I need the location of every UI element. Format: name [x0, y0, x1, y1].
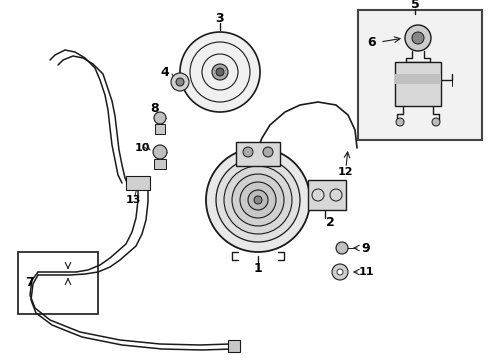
Circle shape	[253, 196, 262, 204]
Circle shape	[224, 166, 291, 234]
Text: 8: 8	[150, 102, 159, 114]
Circle shape	[411, 32, 423, 44]
Bar	[126, 176, 150, 190]
Text: 7: 7	[25, 276, 34, 289]
Circle shape	[205, 148, 309, 252]
Circle shape	[176, 78, 183, 86]
Circle shape	[404, 25, 430, 51]
Bar	[357, 10, 481, 140]
Text: 13: 13	[125, 195, 141, 205]
Text: 9: 9	[361, 242, 369, 255]
Circle shape	[231, 174, 284, 226]
Circle shape	[263, 147, 272, 157]
Text: 2: 2	[325, 216, 334, 229]
Text: 10: 10	[134, 143, 149, 153]
Bar	[18, 252, 98, 314]
Circle shape	[243, 147, 252, 157]
Text: 3: 3	[215, 12, 224, 24]
Bar	[394, 74, 440, 84]
Text: 6: 6	[367, 36, 376, 49]
Circle shape	[154, 112, 165, 124]
Circle shape	[331, 264, 347, 280]
Circle shape	[212, 64, 227, 80]
Circle shape	[395, 118, 403, 126]
Bar	[155, 124, 164, 134]
Circle shape	[180, 32, 260, 112]
Circle shape	[216, 68, 224, 76]
Circle shape	[431, 118, 439, 126]
Circle shape	[336, 269, 342, 275]
Circle shape	[247, 190, 267, 210]
Circle shape	[153, 145, 167, 159]
Circle shape	[171, 73, 189, 91]
Circle shape	[240, 182, 275, 218]
Bar	[236, 142, 280, 166]
Text: 11: 11	[358, 267, 373, 277]
Bar	[394, 62, 440, 106]
Circle shape	[216, 158, 299, 242]
Text: 4: 4	[160, 66, 169, 78]
Bar	[227, 340, 240, 352]
Bar	[307, 180, 346, 210]
Circle shape	[335, 242, 347, 254]
Text: 1: 1	[253, 261, 262, 274]
Bar	[154, 159, 165, 169]
Text: 12: 12	[337, 167, 352, 177]
Text: 5: 5	[410, 0, 419, 10]
